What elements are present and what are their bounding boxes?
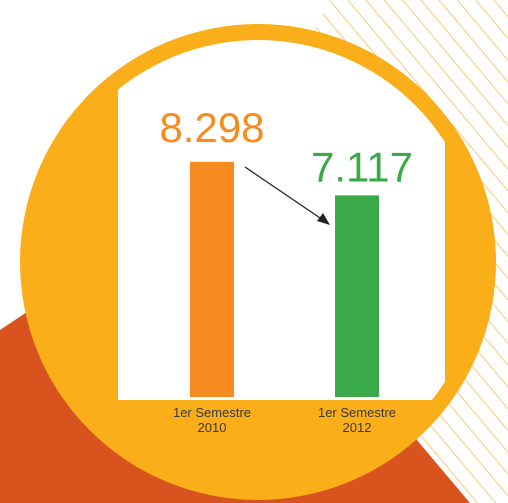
x-tick-label: 1er Semestre 2010 (172, 405, 252, 435)
x-tick-label: 1er Semestre 2012 (317, 405, 397, 435)
value-label: 7.117 (311, 143, 413, 190)
arrow (244, 166, 327, 223)
bar (190, 161, 234, 397)
value-label: 8.298 (159, 104, 264, 151)
arrow-head (317, 213, 330, 225)
panel (118, 40, 445, 400)
bar (335, 195, 379, 397)
